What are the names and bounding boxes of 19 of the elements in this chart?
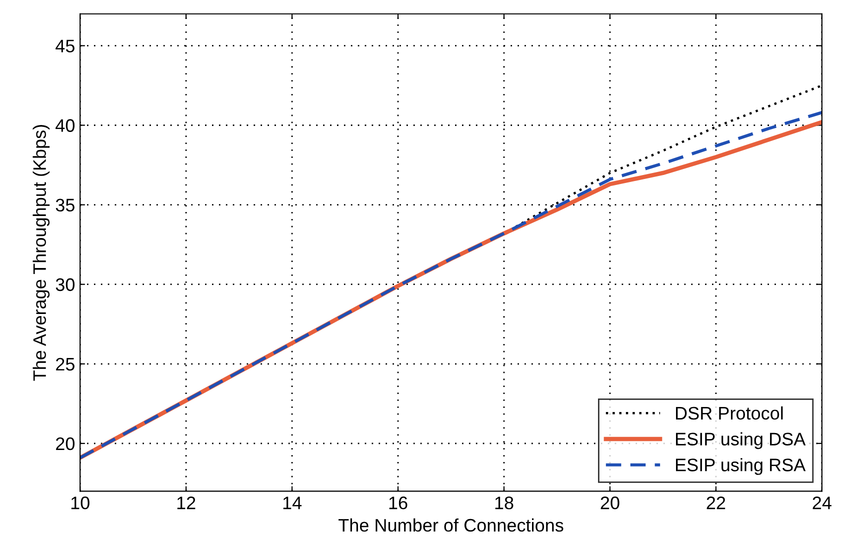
x-tick-label: 24: [812, 496, 832, 510]
legend-label: DSR Protocol: [676, 406, 783, 420]
x-tick-label: 14: [283, 496, 302, 510]
x-tick-label: 18: [495, 496, 514, 510]
y-tick-label: 35: [56, 198, 74, 212]
x-tick-label: 16: [389, 496, 408, 510]
x-tick-label: 10: [71, 496, 90, 510]
y-tick-label: 40: [56, 119, 75, 132]
y-tick-label: 20: [56, 437, 75, 450]
x-tick-label: 22: [706, 496, 726, 510]
x-tick-label: 12: [177, 496, 196, 510]
y-tick-label: 25: [56, 358, 74, 371]
y-tick-label: 45: [56, 40, 74, 52]
legend-label: ESIP using RSA: [676, 458, 806, 475]
y-axis-title: The Average Throughput (Kbps): [32, 124, 50, 381]
x-tick-label: 20: [600, 496, 620, 510]
legend-label: ESIP using DSA: [676, 432, 806, 450]
y-tick-label: 30: [56, 278, 75, 292]
x-axis-title: The Number of Connections: [338, 518, 564, 532]
